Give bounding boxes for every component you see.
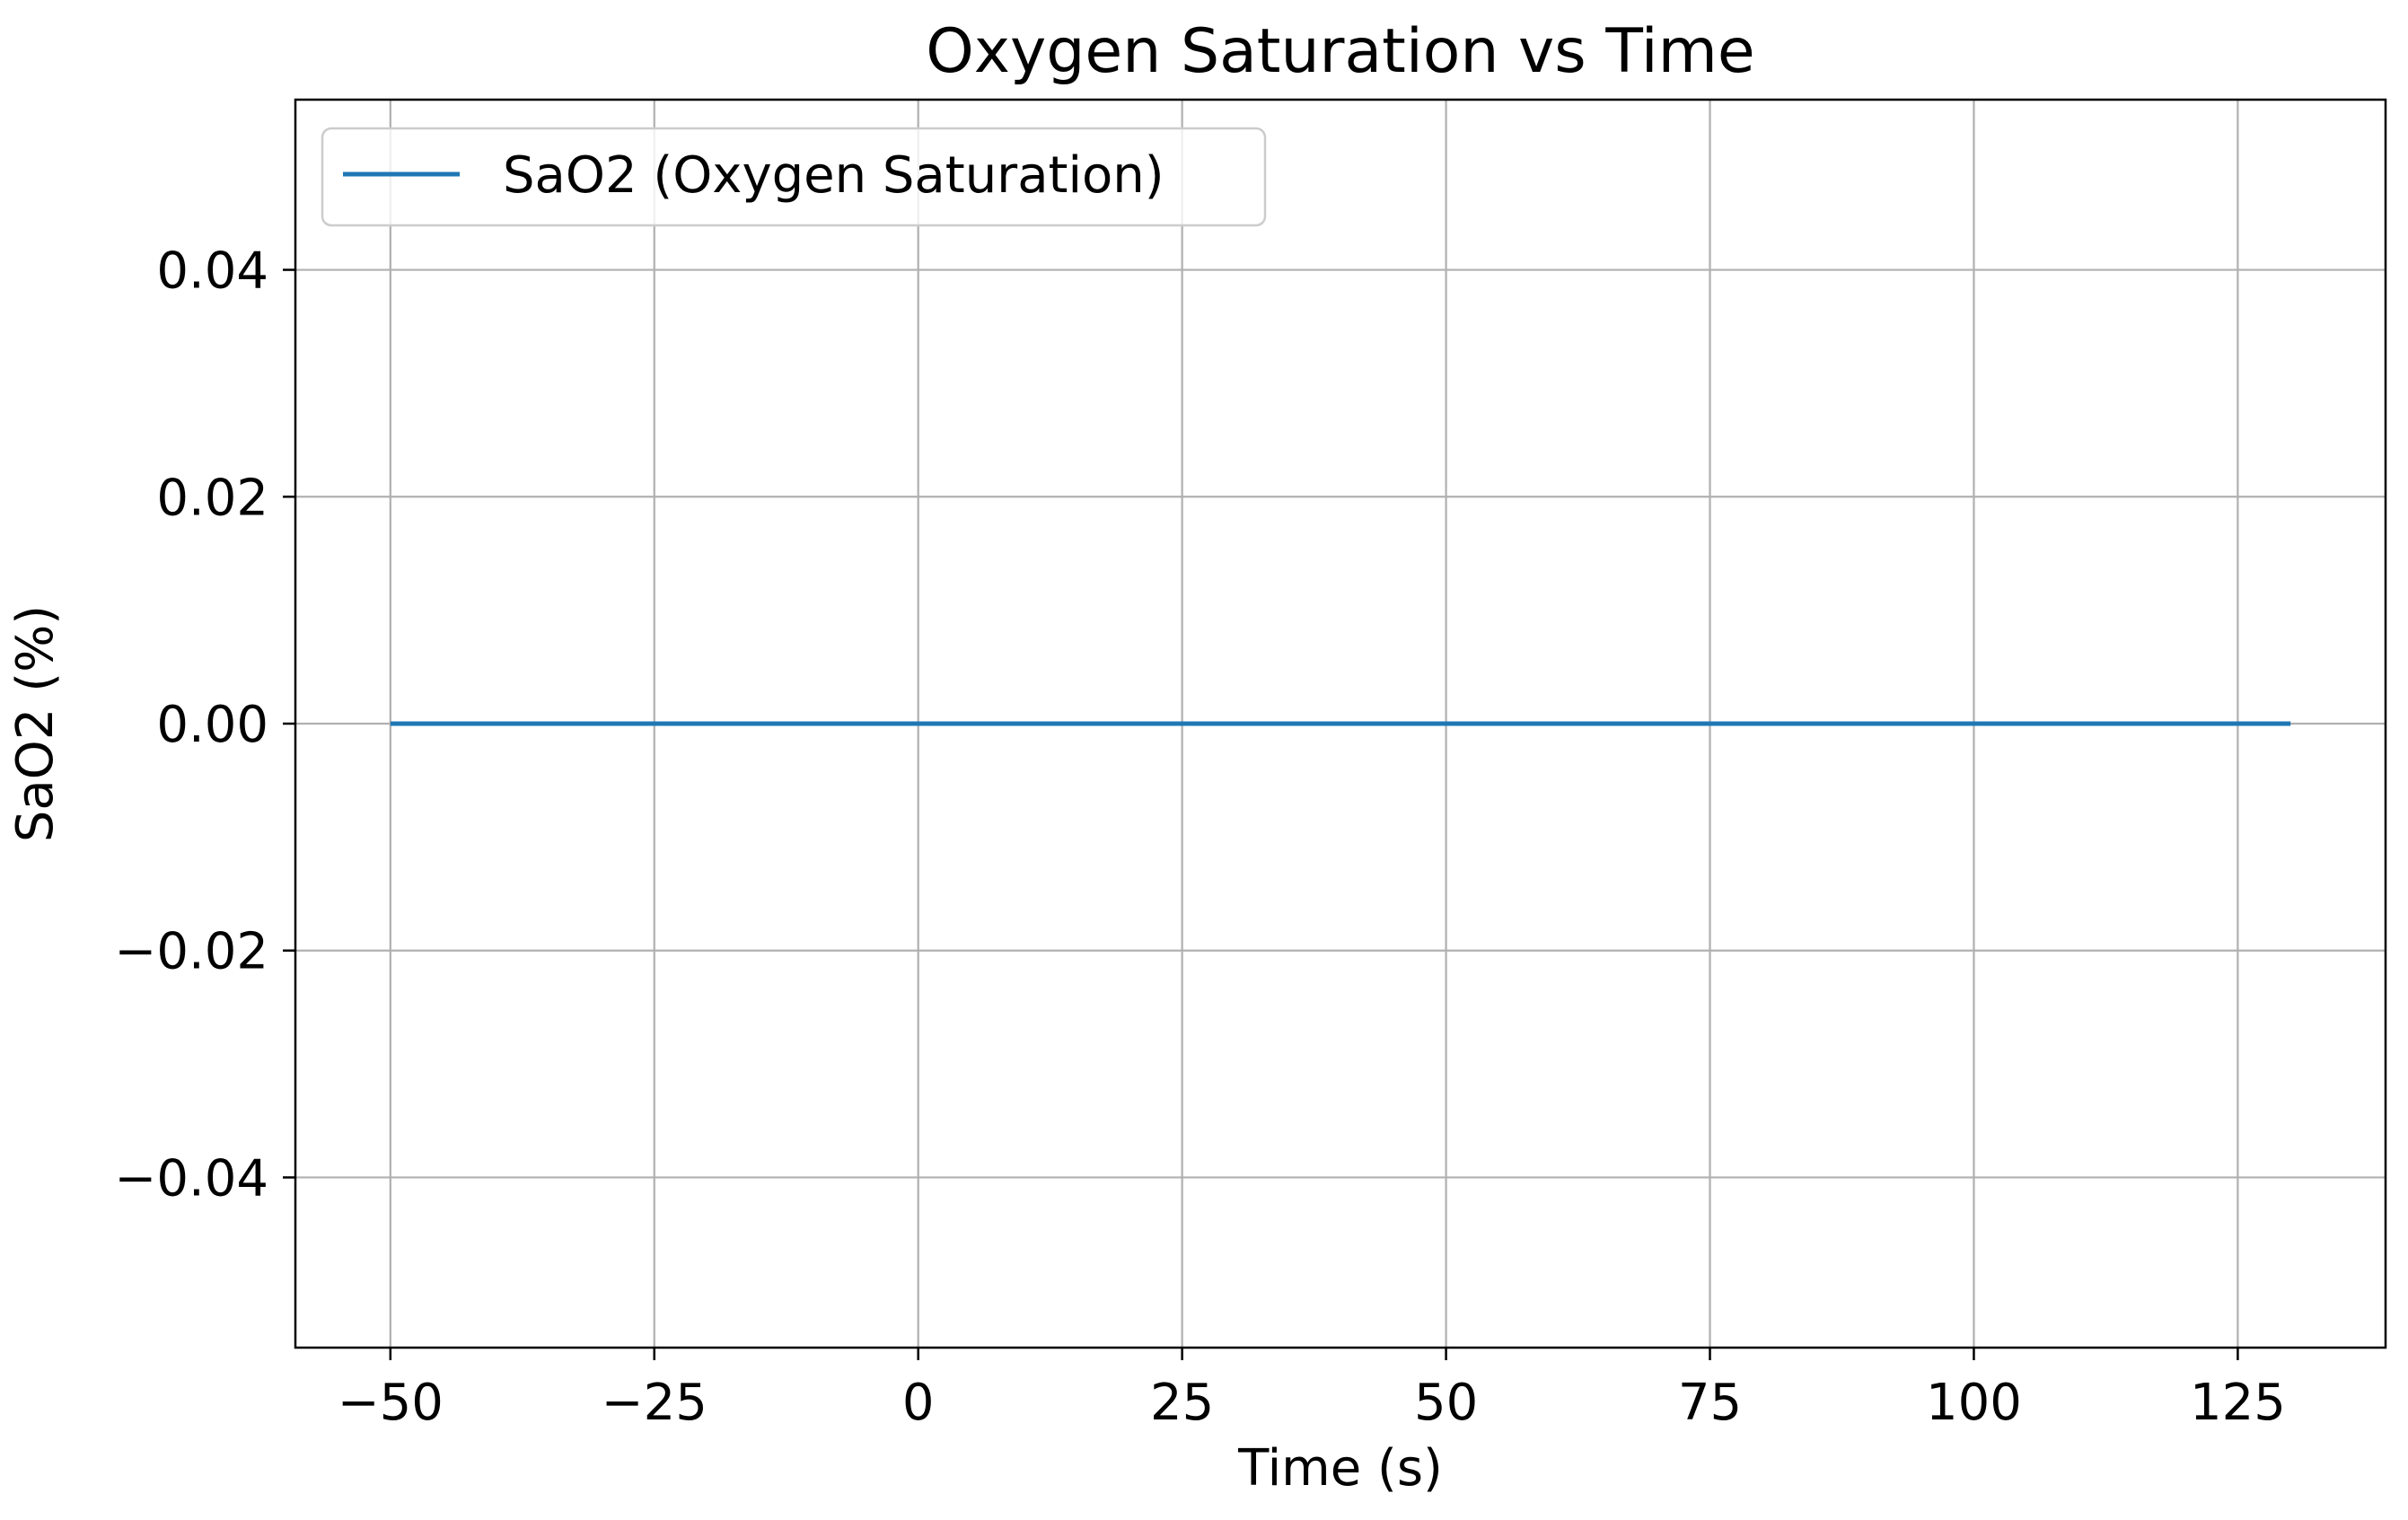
y-tick-label: 0.00 <box>156 696 268 754</box>
y-tick-label: −0.04 <box>114 1149 268 1208</box>
x-tick-label: 75 <box>1678 1374 1742 1432</box>
x-tick-label: 0 <box>902 1374 935 1432</box>
legend-label-sao2: SaO2 (Oxygen Saturation) <box>503 146 1164 205</box>
x-tick-label: 100 <box>1926 1374 2022 1432</box>
x-tick-label: 50 <box>1414 1374 1478 1432</box>
legend: SaO2 (Oxygen Saturation) <box>321 127 1267 227</box>
chart-title: Oxygen Saturation vs Time <box>926 16 1755 87</box>
x-axis-ticks: −50 −25 0 25 50 75 100 125 <box>338 1348 2286 1432</box>
y-tick-label: −0.02 <box>114 923 268 981</box>
legend-frame <box>321 127 1267 227</box>
y-tick-label: 0.02 <box>156 469 268 527</box>
x-tick-label: −25 <box>602 1374 707 1432</box>
x-tick-label: 25 <box>1150 1374 1214 1432</box>
x-tick-label: −50 <box>338 1374 444 1432</box>
y-axis-ticks: −0.04 −0.02 0.00 0.02 0.04 <box>114 242 295 1208</box>
x-axis-label: Time (s) <box>1237 1439 1443 1498</box>
y-axis-label: SaO2 (%) <box>6 605 65 842</box>
x-tick-label: 125 <box>2190 1374 2286 1432</box>
y-tick-label: 0.04 <box>156 242 268 301</box>
